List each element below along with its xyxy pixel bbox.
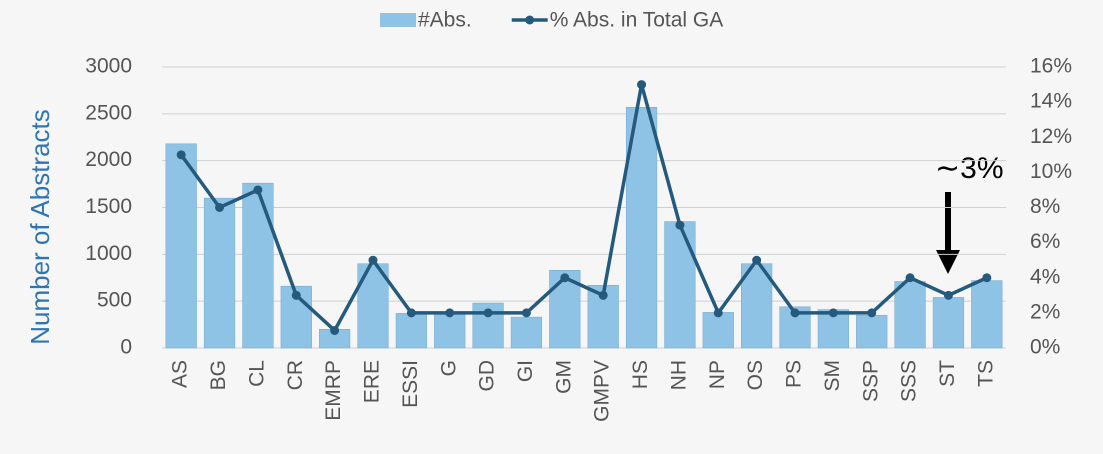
y-axis-label: Number of Abstracts [25, 109, 55, 345]
line-point [291, 290, 301, 300]
bar [664, 221, 696, 349]
bar [242, 182, 274, 349]
line-point [828, 308, 838, 318]
y-tick-label: 2000 [85, 148, 132, 171]
bar [434, 313, 466, 349]
y2-tick-label: 4% [1030, 265, 1060, 288]
line-point [675, 220, 685, 230]
x-tick-label: CL [245, 360, 268, 387]
line-point [253, 185, 263, 195]
y-tick-label: 500 [97, 289, 132, 312]
y2-tick-label: 8% [1030, 195, 1060, 218]
line-point [406, 308, 416, 318]
y-tick-label: 2500 [85, 101, 132, 124]
legend-swatch-point [525, 15, 535, 25]
annotation: ∼3% [935, 152, 1004, 185]
x-tick-label: SSS [898, 360, 921, 402]
x-tick-label: TS [974, 360, 997, 387]
bar [203, 197, 236, 349]
x-tick-label: EMRP [322, 360, 345, 421]
annotation-arrowhead [936, 250, 960, 274]
x-tick-label: SM [821, 360, 844, 392]
line-point [368, 255, 378, 265]
line-point [943, 290, 953, 300]
y-tick-label: 3000 [85, 55, 132, 78]
bar [932, 297, 965, 349]
x-tick-label: GM [552, 360, 575, 394]
y2-tick-label: 16% [1030, 55, 1072, 78]
x-tick-label: NP [706, 360, 729, 389]
line-point [560, 273, 570, 283]
x-tick-label: ESSI [399, 360, 422, 408]
y-tick-label: 0 [120, 336, 132, 359]
x-tick-label: AS [169, 360, 192, 388]
line-point [752, 255, 762, 265]
x-tick-label: GD [476, 360, 499, 392]
y-tick-label: 1500 [85, 195, 132, 218]
x-tick-label: NH [667, 360, 690, 390]
bar [702, 312, 734, 349]
line-point [176, 150, 186, 160]
line-point [330, 325, 340, 335]
line-point [445, 308, 455, 318]
line-point [982, 273, 992, 283]
x-tick-label: HS [629, 360, 652, 389]
x-tick-label: CR [284, 360, 307, 390]
legend-label: #Abs. [418, 9, 472, 32]
line-point [521, 308, 531, 318]
line-point [637, 80, 647, 90]
bar [856, 314, 888, 349]
y2-tick-label: 14% [1030, 90, 1072, 113]
x-tick-label: ERE [361, 360, 384, 403]
x-tick-label: OS [744, 360, 767, 390]
bar [971, 280, 1003, 349]
x-tick-label: ST [936, 360, 959, 387]
bar [894, 281, 926, 349]
line-point [713, 308, 723, 318]
y2-tick-label: 2% [1030, 300, 1060, 323]
line-point [483, 308, 493, 318]
bar [395, 313, 427, 349]
legend-swatch [380, 13, 416, 27]
bar [741, 263, 773, 349]
y2-tick-label: 0% [1030, 336, 1060, 359]
x-tick-label: PS [783, 360, 806, 388]
legend-label: % Abs. in Total GA [550, 9, 724, 32]
bar [510, 316, 543, 349]
line-point [215, 203, 225, 212]
line-point [867, 308, 877, 318]
x-tick-label: G [437, 360, 460, 376]
y2-tick-label: 6% [1030, 230, 1060, 253]
x-tick-label: BG [207, 360, 230, 390]
y-tick-label: 1000 [85, 242, 132, 265]
line-point [905, 273, 915, 283]
line-point [598, 290, 608, 300]
x-tick-label: SSP [859, 360, 882, 402]
line-point [790, 308, 800, 318]
bar [165, 143, 197, 349]
y2-tick-label: 10% [1030, 160, 1072, 183]
line [179, 84, 988, 334]
x-tick-label: GMPV [591, 360, 614, 422]
y2-tick-label: 12% [1030, 125, 1072, 148]
x-tick-label: GI [514, 360, 537, 382]
